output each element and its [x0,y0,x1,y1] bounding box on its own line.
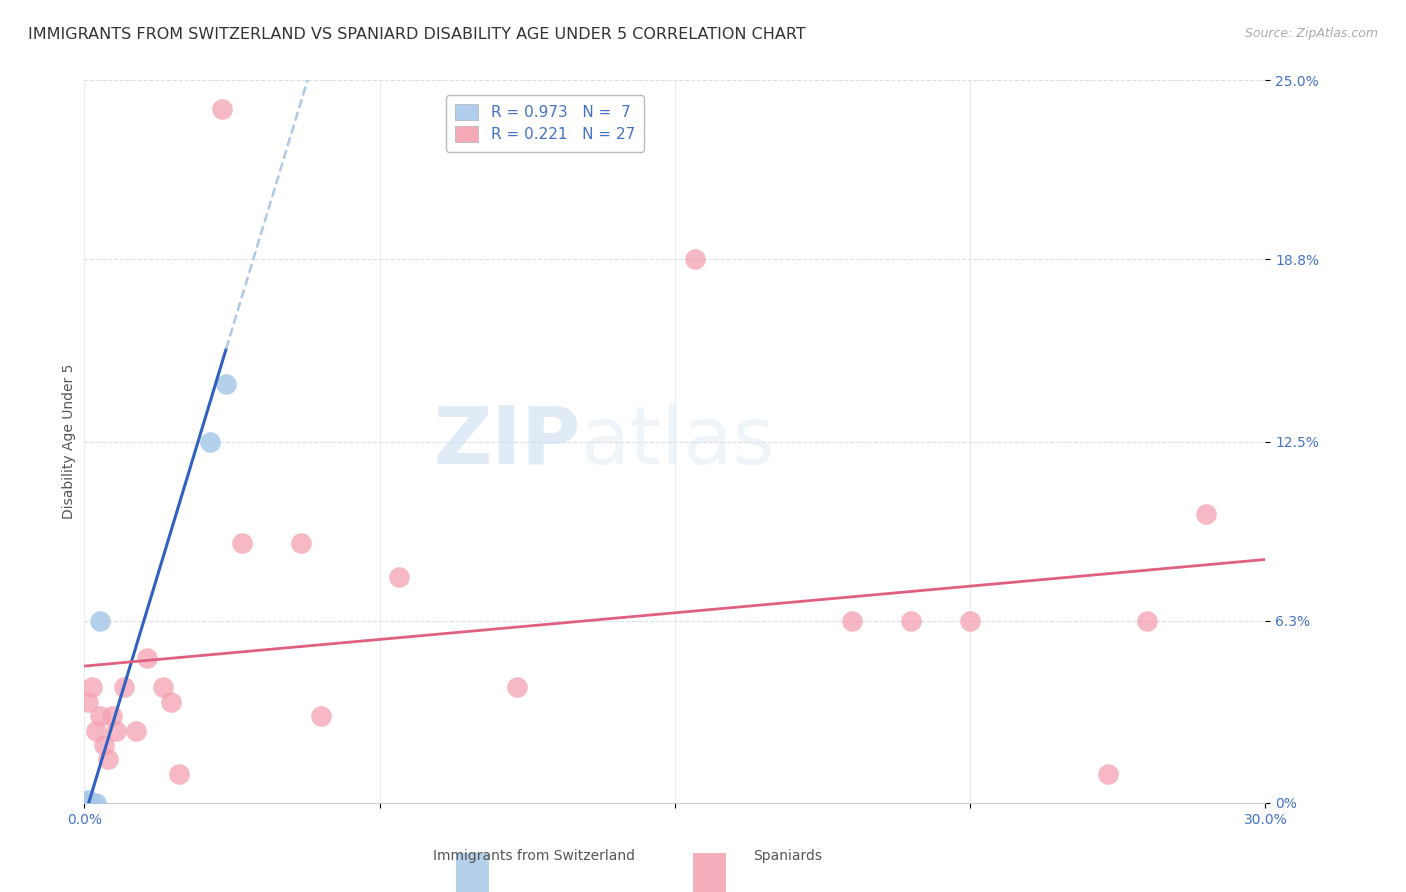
Point [211,102,233,116]
Bar [693,854,725,892]
Point [506,680,529,694]
Point [388,570,411,584]
Text: IMMIGRANTS FROM SWITZERLAND VS SPANIARD DISABILITY AGE UNDER 5 CORRELATION CHART: IMMIGRANTS FROM SWITZERLAND VS SPANIARD … [28,27,806,42]
Point [84,723,107,738]
Point [841,614,863,628]
Point [82,680,104,694]
Y-axis label: Disability Age Under 5: Disability Age Under 5 [62,364,76,519]
Point [77,695,100,709]
Point [231,535,253,549]
Text: ZIP: ZIP [433,402,581,481]
Bar [457,854,489,892]
Point [683,252,706,267]
Point [89,614,111,628]
Text: Spaniards: Spaniards [752,849,823,863]
Point [290,535,312,549]
Point [152,680,174,694]
Point [101,709,124,723]
Text: atlas: atlas [581,402,775,481]
Point [1195,507,1218,521]
Text: Source: ZipAtlas.com: Source: ZipAtlas.com [1244,27,1378,40]
Point [97,752,120,766]
Point [1097,767,1119,781]
Point [77,793,100,807]
Legend: R = 0.973   N =  7, R = 0.221   N = 27: R = 0.973 N = 7, R = 0.221 N = 27 [446,95,644,152]
Point [84,796,107,810]
Point [167,767,190,781]
Point [160,695,183,709]
Point [93,738,115,752]
Point [136,651,159,665]
Point [900,614,922,628]
Point [309,709,332,723]
Point [89,709,111,723]
Point [82,796,104,810]
Text: Immigrants from Switzerland: Immigrants from Switzerland [433,849,636,863]
Point [73,796,96,810]
Point [104,723,127,738]
Point [1136,614,1159,628]
Point [959,614,981,628]
Point [124,723,146,738]
Point [112,680,135,694]
Point [200,434,222,449]
Point [215,376,238,391]
